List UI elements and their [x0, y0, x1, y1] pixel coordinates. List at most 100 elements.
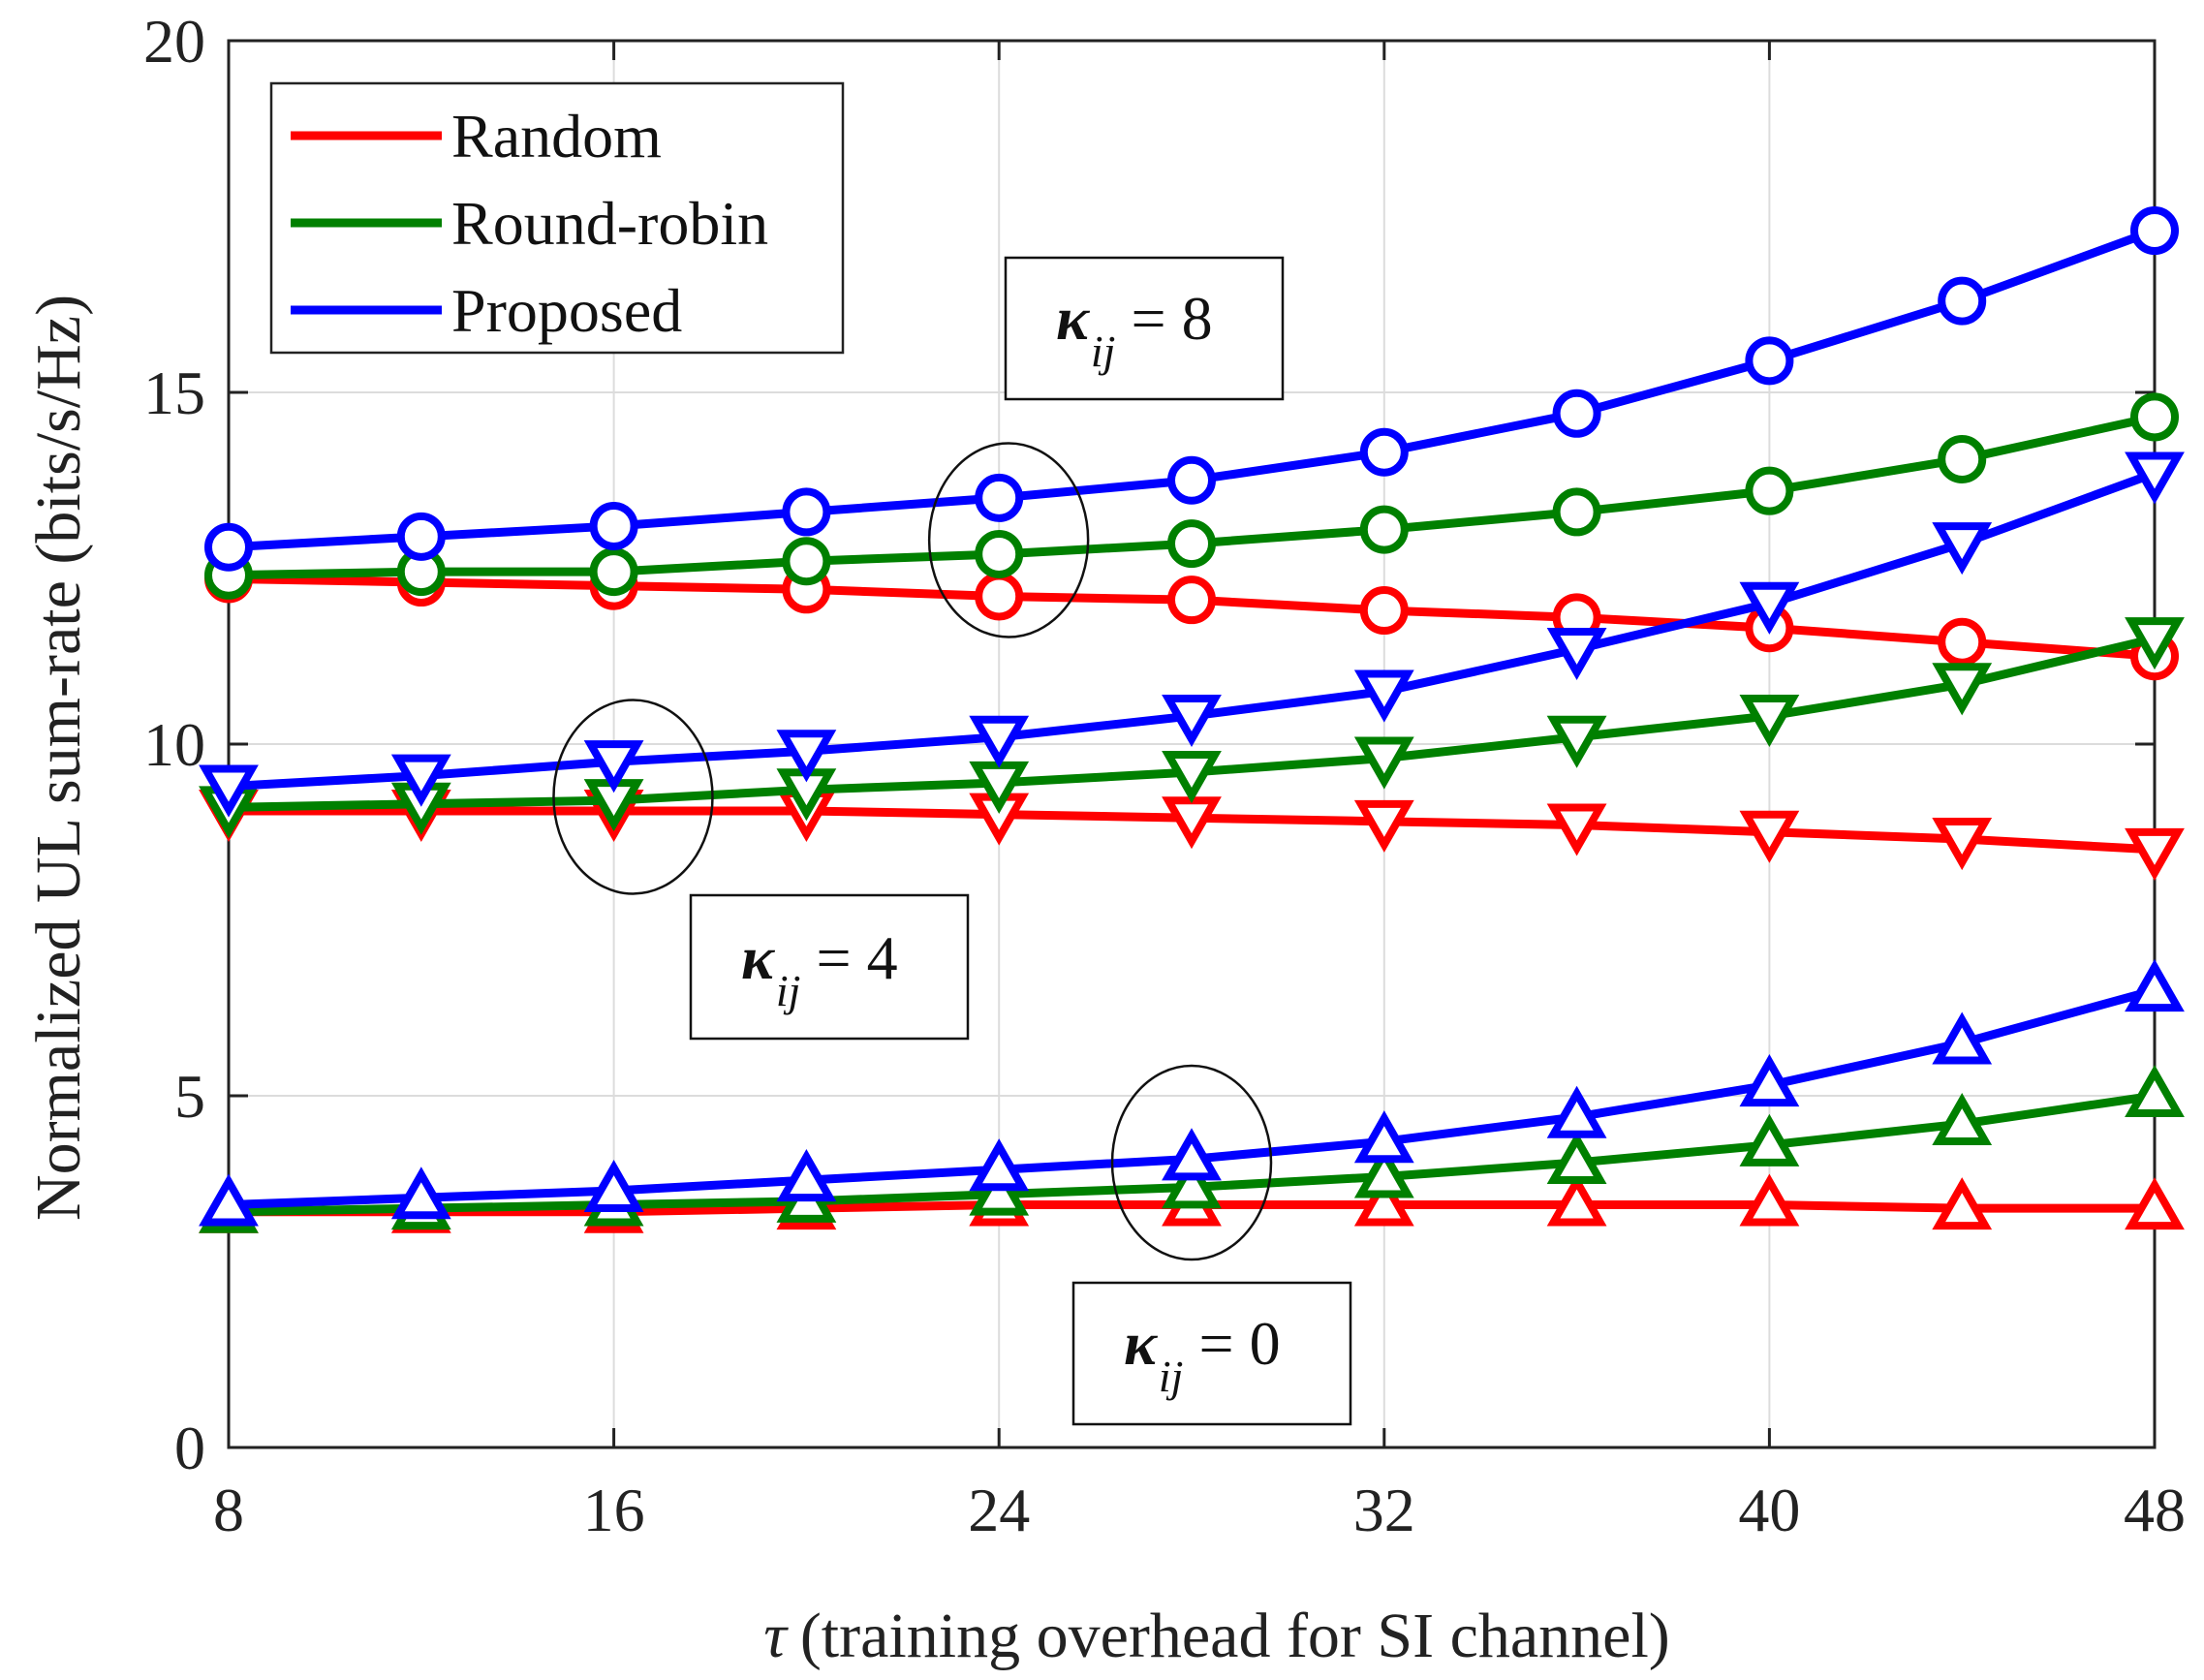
annotation-box-kappa-4: κij = 4	[689, 893, 970, 1041]
marker-proposed-kappa-4-48	[2125, 451, 2185, 505]
marker-proposed-kappa-4-44	[1932, 522, 1993, 576]
marker-proposed-kappa-8-48	[2130, 206, 2179, 256]
marker-proposed-kappa-8-20	[782, 487, 831, 537]
marker-proposed-kappa-0-12	[390, 1167, 451, 1220]
marker-random-kappa-8-32	[1359, 586, 1409, 636]
svg-text:κij= 8: κij = 8	[1056, 284, 1213, 376]
marker-random-kappa-4-36	[1546, 803, 1607, 856]
series-group	[199, 206, 2185, 1233]
marker-round-robin-kappa-0-48	[2125, 1064, 2185, 1117]
series-proposed-kappa-8	[204, 206, 2179, 572]
marker-proposed-kappa-4-40	[1739, 581, 1800, 635]
svg-text:κij= 4: κij = 4	[741, 923, 898, 1015]
marker-round-robin-kappa-8-40	[1745, 466, 1794, 515]
x-axis-text: (training overhead for SI channel)	[800, 1601, 1670, 1671]
y-tick-label-0: 0	[174, 1414, 205, 1482]
marker-round-robin-kappa-0-28	[1162, 1156, 1222, 1209]
marker-proposed-kappa-0-40	[1739, 1054, 1800, 1107]
annotation-box-kappa-0: κij = 0	[1071, 1281, 1352, 1426]
x-tick-label-40: 40	[1738, 1476, 1800, 1544]
marker-proposed-kappa-0-44	[1932, 1011, 1993, 1065]
marker-round-robin-kappa-0-24	[969, 1163, 1030, 1216]
marker-proposed-kappa-0-28	[1162, 1128, 1222, 1181]
series-proposed-kappa-4	[199, 451, 2185, 818]
marker-proposed-kappa-8-24	[975, 473, 1024, 522]
marker-random-kappa-0-44	[1932, 1177, 1993, 1230]
x-tick-label-8: 8	[213, 1476, 244, 1544]
annotation-ellipse-1	[552, 699, 714, 895]
marker-proposed-kappa-4-8	[199, 764, 259, 818]
marker-round-robin-kappa-4-28	[1162, 751, 1222, 804]
marker-round-robin-kappa-8-24	[975, 529, 1024, 578]
marker-round-robin-kappa-0-44	[1932, 1092, 1993, 1146]
y-tick-label-10: 10	[143, 710, 205, 779]
marker-proposed-kappa-0-32	[1353, 1110, 1414, 1164]
y-tick-label-5: 5	[174, 1062, 205, 1131]
annotation-kappa-value: = 8	[1131, 284, 1212, 353]
marker-random-kappa-4-40	[1739, 810, 1800, 863]
marker-proposed-kappa-4-12	[390, 754, 451, 807]
marker-proposed-kappa-8-44	[1938, 276, 1987, 326]
marker-proposed-kappa-8-16	[589, 501, 638, 550]
marker-proposed-kappa-4-32	[1353, 669, 1414, 723]
marker-round-robin-kappa-0-36	[1546, 1131, 1607, 1184]
marker-round-robin-kappa-8-32	[1359, 505, 1409, 554]
annotation-kappa-value: = 0	[1198, 1309, 1280, 1378]
marker-random-kappa-0-40	[1739, 1173, 1800, 1227]
x-axis-symbol: τ	[763, 1601, 789, 1671]
marker-random-kappa-0-36	[1546, 1173, 1607, 1227]
marker-round-robin-kappa-4-40	[1739, 694, 1800, 748]
legend-label-round-robin: Round-robin	[451, 189, 768, 258]
marker-proposed-kappa-4-20	[776, 730, 837, 783]
marker-round-robin-kappa-8-36	[1552, 487, 1601, 537]
annotation-ellipse-0	[927, 442, 1090, 638]
marker-proposed-kappa-0-48	[2125, 959, 2185, 1012]
marker-proposed-kappa-8-32	[1359, 427, 1409, 477]
marker-random-kappa-8-44	[1938, 617, 1987, 667]
marker-round-robin-kappa-8-28	[1167, 519, 1216, 569]
marker-proposed-kappa-8-28	[1167, 455, 1216, 505]
marker-proposed-kappa-0-36	[1546, 1085, 1607, 1138]
x-tick-label-24: 24	[968, 1476, 1030, 1544]
annotation-ellipses	[552, 442, 1273, 1261]
annotation-kappa-subscript: ij	[1091, 327, 1116, 376]
marker-random-kappa-4-32	[1353, 799, 1414, 853]
y-tick-label-15: 15	[143, 358, 205, 427]
marker-proposed-kappa-8-8	[204, 522, 253, 572]
y-axis-label: Normalized UL sum-rate (bits/s/Hz)	[23, 295, 94, 1221]
marker-round-robin-kappa-0-40	[1739, 1113, 1800, 1167]
annotation-kappa-symbol: κ	[1056, 284, 1091, 353]
x-tick-label-48: 48	[2124, 1476, 2186, 1544]
marker-round-robin-kappa-8-48	[2130, 392, 2179, 442]
marker-random-kappa-8-24	[975, 572, 1024, 621]
marker-random-kappa-4-48	[2125, 827, 2185, 881]
marker-random-kappa-8-28	[1167, 576, 1216, 625]
marker-proposed-kappa-4-36	[1546, 627, 1607, 681]
x-tick-label-16: 16	[583, 1476, 645, 1544]
marker-proposed-kappa-0-16	[583, 1159, 644, 1213]
y-tick-label-20: 20	[143, 7, 205, 76]
marker-proposed-kappa-4-24	[969, 715, 1030, 768]
marker-random-kappa-0-32	[1353, 1173, 1414, 1227]
svg-text:κij= 0: κij = 0	[1124, 1309, 1281, 1401]
axis-ticks: 8 16 24 32 40 48 0 5 10 15 20	[143, 7, 2186, 1544]
marker-random-kappa-0-48	[2125, 1177, 2185, 1230]
series-round-robin-kappa-0	[199, 1064, 2185, 1233]
annotation-kappa-subscript: ij	[1159, 1352, 1184, 1401]
legend: Random Round-robin Proposed	[269, 81, 845, 355]
marker-proposed-kappa-0-24	[969, 1138, 1030, 1192]
series-proposed-kappa-0	[199, 959, 2185, 1227]
marker-proposed-kappa-0-8	[199, 1173, 259, 1227]
legend-label-random: Random	[451, 102, 662, 171]
marker-round-robin-kappa-0-32	[1353, 1145, 1414, 1198]
marker-proposed-kappa-4-28	[1162, 694, 1222, 748]
marker-round-robin-kappa-4-48	[2125, 617, 2185, 670]
marker-proposed-kappa-0-20	[776, 1149, 837, 1202]
annotation-kappa-value: = 4	[816, 923, 897, 992]
marker-proposed-kappa-4-16	[583, 740, 644, 793]
annotation-kappa-subscript: ij	[776, 966, 801, 1015]
x-tick-label-32: 32	[1353, 1476, 1415, 1544]
annotation-ellipse-2	[1110, 1064, 1273, 1261]
x-axis-label: τ (training overhead for SI channel)	[763, 1601, 1670, 1671]
annotation-kappa-symbol: κ	[1124, 1309, 1159, 1378]
